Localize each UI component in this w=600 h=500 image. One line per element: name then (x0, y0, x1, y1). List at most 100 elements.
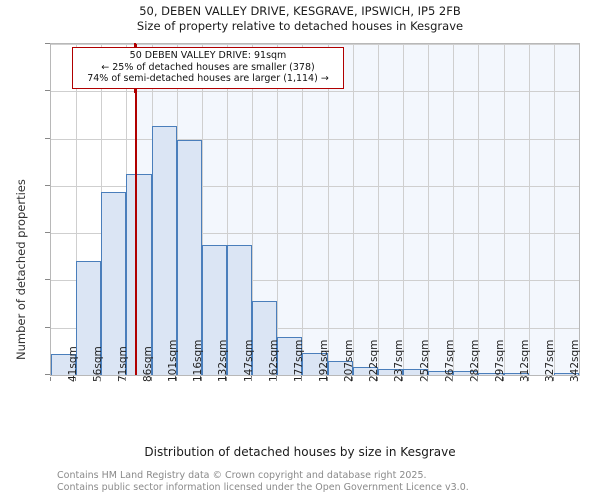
bar[interactable] (176, 140, 202, 375)
y-tick-mark (45, 90, 50, 92)
x-tick-mark (452, 377, 454, 381)
y-tick-mark (45, 137, 50, 139)
x-tick-mark (427, 377, 429, 381)
bar[interactable] (51, 354, 77, 375)
bar[interactable] (553, 373, 579, 375)
x-tick-label: 237sqm (393, 339, 406, 382)
bar[interactable] (327, 360, 353, 375)
gridline-vertical (327, 44, 329, 375)
chart-title-line-1: 50, DEBEN VALLEY DRIVE, KESGRAVE, IPSWIC… (139, 4, 461, 18)
bar[interactable] (428, 371, 454, 375)
gridline-vertical (352, 44, 354, 375)
y-tick-mark (45, 374, 50, 375)
gridline-vertical (428, 44, 430, 375)
x-tick-mark (502, 377, 504, 381)
bar[interactable] (478, 373, 504, 375)
bar[interactable] (201, 245, 227, 375)
bar[interactable] (503, 373, 529, 375)
x-tick-mark (326, 377, 328, 381)
x-tick-mark (527, 377, 529, 381)
x-tick-label: 312sqm (519, 339, 532, 382)
x-tick-mark (150, 377, 152, 381)
gridline-horizontal (51, 327, 579, 329)
x-tick-label: 252sqm (418, 339, 431, 382)
x-tick-label: 297sqm (494, 339, 506, 382)
annotation-line-2: ← 25% of detached houses are smaller (37… (101, 61, 315, 73)
x-tick-mark (351, 377, 353, 381)
y-tick-mark (45, 43, 50, 44)
x-tick-mark (175, 377, 177, 381)
x-tick-mark (301, 377, 303, 381)
y-tick-mark (45, 326, 50, 328)
gridline-horizontal (51, 44, 579, 45)
y-axis-label: Number of detached properties (14, 179, 28, 360)
gridline-horizontal (51, 185, 579, 187)
x-tick-mark (276, 377, 278, 381)
x-axis-label: Distribution of detached houses by size … (144, 445, 456, 459)
plot-area (50, 43, 580, 376)
x-tick-mark (75, 377, 77, 381)
x-tick-mark (376, 377, 378, 381)
chart-title-line-2: Size of property relative to detached ho… (136, 19, 464, 33)
x-tick-label: 207sqm (343, 339, 356, 382)
annotation-line-1: 50 DEBEN VALLEY DRIVE: 91sqm (129, 50, 287, 61)
gridline-horizontal (51, 280, 579, 282)
bar[interactable] (403, 369, 429, 375)
bar[interactable] (227, 245, 253, 375)
gridline-vertical (302, 44, 304, 375)
gridline-vertical (76, 44, 78, 375)
x-tick-mark (552, 377, 554, 381)
bar[interactable] (302, 353, 328, 375)
gridline-vertical (377, 44, 379, 375)
x-tick-mark (125, 377, 127, 381)
x-tick-label: 192sqm (318, 339, 330, 382)
x-tick-mark (226, 377, 227, 381)
annotation-box: 50 DEBEN VALLEY DRIVE: 91sqm ← 25% of de… (72, 47, 344, 89)
x-tick-mark (200, 377, 202, 381)
footer-line-2: Contains public sector information licen… (57, 481, 469, 493)
x-tick-label: 282sqm (468, 339, 481, 382)
x-tick-label: 101sqm (167, 339, 180, 382)
x-tick-label: 327sqm (544, 339, 557, 382)
bar[interactable] (151, 126, 177, 375)
footer-attribution: Contains HM Land Registry data © Crown c… (57, 470, 597, 493)
bar[interactable] (277, 337, 303, 375)
gridline-vertical (201, 44, 203, 375)
bar[interactable] (76, 260, 102, 375)
gridline-vertical (528, 44, 530, 375)
gridline-horizontal (51, 138, 579, 140)
x-tick-label: 342sqm (569, 339, 582, 382)
x-tick-mark (402, 377, 403, 381)
gridline-horizontal (51, 91, 579, 93)
x-tick-label: 71sqm (116, 346, 129, 382)
annotation-line-3: 74% of semi-detached houses are larger (… (87, 73, 329, 84)
gridline-vertical (453, 44, 455, 375)
y-tick-mark (45, 279, 50, 281)
x-tick-label: 147sqm (242, 339, 255, 382)
footer-line-1: Contains HM Land Registry data © Crown c… (57, 470, 427, 481)
bar[interactable] (453, 371, 479, 375)
x-tick-mark (251, 377, 253, 381)
gridline-vertical (553, 44, 555, 375)
gridline-vertical (403, 44, 404, 375)
bar[interactable] (352, 366, 378, 375)
bar[interactable] (101, 192, 127, 375)
x-tick-label: 86sqm (142, 346, 154, 382)
gridline-horizontal (51, 233, 579, 235)
x-tick-label: 116sqm (192, 339, 205, 382)
x-tick-mark (50, 377, 51, 381)
bar[interactable] (126, 173, 152, 375)
gridline-vertical (503, 44, 505, 375)
x-tick-mark (100, 377, 102, 381)
gridline-vertical (252, 44, 254, 375)
x-tick-label: 222sqm (368, 339, 381, 382)
bar[interactable] (377, 369, 403, 375)
y-tick-mark (45, 232, 50, 234)
x-tick-label: 177sqm (292, 339, 305, 382)
x-tick-label: 267sqm (443, 339, 456, 382)
x-tick-label: 56sqm (91, 346, 104, 382)
x-tick-label: 162sqm (267, 339, 280, 382)
bar[interactable] (252, 301, 278, 375)
x-tick-label: 132sqm (217, 339, 230, 382)
